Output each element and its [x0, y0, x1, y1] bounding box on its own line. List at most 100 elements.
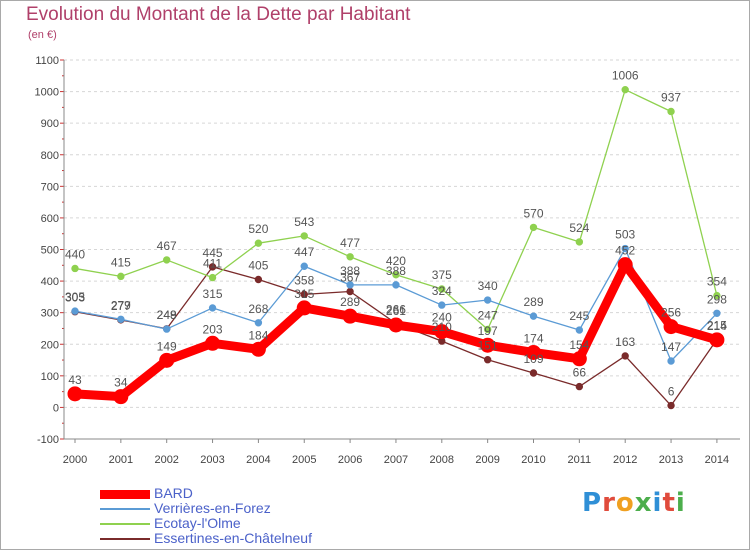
data-point	[529, 223, 538, 232]
data-label: 43	[68, 373, 82, 387]
data-label: 266	[386, 302, 406, 316]
data-label: 289	[340, 295, 360, 309]
data-point	[300, 262, 308, 270]
data-label: 197	[478, 324, 498, 338]
logo-letter: r	[602, 488, 616, 518]
data-point	[254, 319, 263, 327]
data-point	[71, 264, 79, 273]
x-tick-label: 2008	[430, 454, 454, 466]
data-point	[300, 232, 308, 240]
logo-letter: P	[582, 488, 603, 518]
data-point	[208, 273, 217, 282]
data-point	[575, 238, 584, 246]
data-point	[296, 300, 312, 316]
y-tick-label: 200	[41, 339, 59, 351]
y-tick-label: 400	[41, 276, 59, 288]
data-label: 324	[432, 284, 452, 298]
x-tick-label: 2004	[246, 454, 270, 466]
data-label: 277	[111, 299, 131, 313]
data-label: 543	[294, 215, 314, 229]
data-point	[571, 351, 587, 367]
data-label: 247	[478, 308, 498, 322]
y-tick-label: 1000	[35, 87, 59, 99]
data-point	[621, 244, 629, 253]
data-label: 151	[478, 339, 498, 353]
x-tick-label: 2010	[521, 454, 545, 466]
data-label: 524	[569, 221, 589, 235]
logo-letter: x	[634, 488, 653, 518]
data-point	[617, 257, 633, 273]
data-label: 268	[248, 302, 268, 316]
y-tick-label: 300	[41, 308, 59, 320]
data-label: 149	[157, 339, 177, 353]
data-label: 109	[523, 352, 543, 366]
data-point	[159, 352, 175, 368]
data-label: 447	[294, 245, 314, 259]
proxiti-logo: Proxiti	[582, 488, 686, 518]
data-point	[438, 285, 446, 293]
data-label: 210	[432, 320, 452, 334]
data-point	[575, 326, 584, 334]
data-label: 147	[661, 340, 681, 354]
data-point	[713, 309, 721, 317]
data-label: 214	[707, 319, 727, 333]
legend-label: Verrières-en-Forez	[154, 500, 271, 516]
data-label: 937	[661, 90, 681, 104]
x-tick-label: 2005	[292, 454, 316, 466]
legend-swatch-bard	[100, 490, 150, 499]
data-point	[483, 325, 492, 334]
data-label: 248	[157, 308, 177, 322]
data-label: 358	[294, 273, 314, 287]
data-label: 375	[432, 268, 452, 282]
data-label: 388	[340, 264, 360, 278]
data-point	[254, 239, 263, 247]
legend-swatch-ecotay	[100, 523, 150, 525]
data-label: 445	[203, 246, 223, 260]
data-point	[529, 369, 538, 377]
data-label: 405	[248, 259, 268, 273]
data-label: 503	[615, 228, 635, 242]
y-tick-label: 1100	[35, 55, 59, 67]
x-tick-label: 2001	[109, 454, 133, 466]
x-tick-label: 2013	[659, 454, 683, 466]
data-label: 367	[340, 271, 360, 285]
data-label: 66	[573, 366, 587, 380]
data-point	[667, 107, 675, 116]
data-point	[117, 272, 125, 281]
data-point	[483, 296, 492, 304]
y-tick-label: 700	[41, 181, 59, 193]
data-point	[434, 324, 450, 340]
data-point	[713, 291, 721, 300]
data-label: 245	[569, 309, 589, 323]
data-point	[250, 341, 266, 357]
data-point	[254, 275, 263, 284]
data-point	[526, 344, 541, 360]
data-label: 420	[386, 254, 406, 268]
y-tick-label: 0	[53, 402, 59, 414]
data-point	[483, 356, 492, 364]
data-point	[388, 317, 404, 333]
data-point	[163, 256, 171, 264]
data-label: 305	[65, 290, 85, 304]
legend-label: Ecotay-l'Olme	[154, 515, 241, 531]
x-tick-label: 2009	[475, 454, 499, 466]
data-label: 240	[432, 311, 452, 325]
data-label: 452	[615, 244, 635, 258]
x-tick-label: 2000	[63, 454, 87, 466]
legend-label: Essertines-en-Châtelneuf	[154, 530, 312, 546]
data-label: 570	[523, 206, 543, 220]
chart-unit-label: (en €)	[28, 29, 57, 41]
data-point	[67, 386, 83, 402]
data-label: 261	[386, 304, 406, 318]
data-point	[346, 287, 354, 296]
legend-swatch-verrieres	[100, 508, 150, 510]
data-label: 1006	[612, 69, 639, 83]
data-label: 256	[661, 306, 681, 320]
logo-letter: t	[662, 488, 676, 518]
logo-letter: o	[615, 488, 635, 518]
data-label: 354	[707, 275, 727, 289]
legend-label: BARD	[154, 485, 193, 501]
data-label: 440	[65, 247, 85, 261]
data-label: 415	[111, 255, 131, 269]
y-tick-label: 800	[41, 150, 59, 162]
